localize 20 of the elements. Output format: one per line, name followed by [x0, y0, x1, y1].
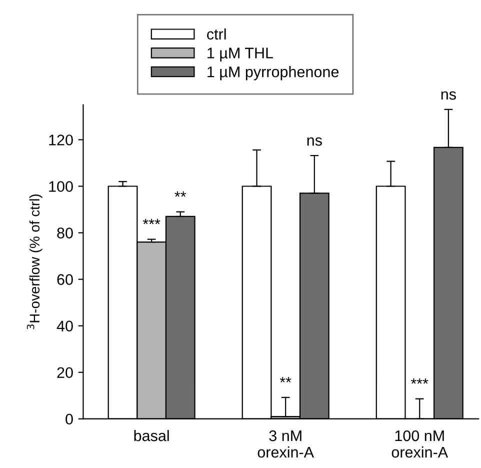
text: ns — [441, 91, 456, 100]
x-tick-label: 3 nM orexin-A — [258, 430, 314, 458]
annotation: ** — [174, 191, 186, 197]
annotation: *** — [142, 218, 160, 224]
annotation: ns — [307, 137, 322, 146]
y-tick-label: 20 — [57, 367, 73, 378]
y-tick-label: 40 — [56, 320, 73, 332]
y-tick-label: 100 — [49, 181, 73, 192]
y-tick-label: 60 — [57, 274, 73, 285]
annotation: *** — [410, 378, 428, 384]
y-tick-label: 80 — [57, 228, 73, 238]
legend-label: ctrl — [207, 28, 226, 40]
x-tick-label: basal — [134, 430, 169, 442]
y-tick-label: 0 — [66, 414, 73, 425]
legend-label: 1 µM THL — [208, 48, 274, 62]
y-axis-title: $^{3}$H-overflow (% of ctrl) — [26, 194, 42, 330]
annotation: ** — [280, 377, 292, 382]
y-tick-label: 120 — [49, 134, 73, 146]
x-tick-label: 100 nM orexin-A — [392, 430, 448, 458]
legend-label: 1 µM pyrrophenone — [208, 66, 339, 80]
